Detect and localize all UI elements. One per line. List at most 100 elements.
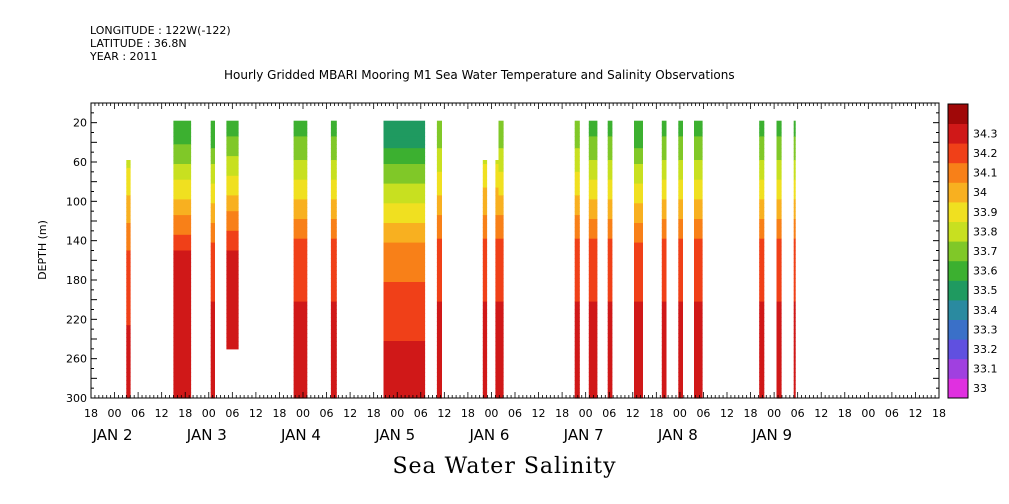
salinity-cell	[793, 175, 796, 181]
salinity-cell	[126, 195, 131, 200]
salinity-cell	[588, 266, 598, 271]
salinity-cell	[759, 250, 765, 255]
salinity-cell	[126, 203, 131, 208]
salinity-cell	[634, 164, 643, 169]
salinity-cell	[678, 372, 683, 377]
salinity-cell	[634, 191, 643, 196]
salinity-cell	[694, 388, 703, 393]
salinity-cell	[293, 297, 308, 303]
salinity-cell	[293, 195, 308, 200]
salinity-cell	[436, 356, 442, 362]
salinity-cell	[759, 329, 765, 334]
salinity-cell	[588, 211, 598, 216]
salinity-cell	[293, 120, 308, 126]
salinity-cell	[776, 293, 782, 299]
colorbar-swatch	[948, 319, 968, 340]
salinity-cell	[436, 333, 442, 338]
salinity-cell	[661, 199, 667, 204]
salinity-cell	[293, 282, 308, 287]
salinity-cell	[436, 179, 442, 185]
salinity-cell	[588, 207, 598, 212]
salinity-cell	[793, 388, 796, 393]
salinity-cell	[678, 242, 683, 248]
salinity-cell	[210, 219, 215, 224]
salinity-cell	[330, 274, 337, 279]
x-tick-label: 00	[767, 407, 781, 420]
salinity-cell	[694, 305, 703, 311]
salinity-cell	[482, 207, 488, 212]
salinity-cell	[661, 148, 667, 153]
salinity-cell	[588, 124, 598, 130]
salinity-cell	[793, 313, 796, 318]
salinity-cell	[661, 388, 667, 393]
salinity-cell	[759, 392, 765, 397]
salinity-cell	[607, 132, 613, 137]
salinity-cell	[498, 164, 504, 169]
salinity-cell	[498, 144, 504, 149]
x-tick-label: 18	[649, 407, 663, 420]
salinity-cell	[661, 132, 667, 137]
salinity-cell	[634, 313, 643, 318]
salinity-cell	[226, 274, 239, 279]
salinity-cell	[173, 274, 192, 279]
salinity-cell	[210, 258, 215, 263]
salinity-cell	[793, 325, 796, 330]
salinity-cell	[495, 238, 499, 244]
salinity-cell	[482, 380, 488, 385]
salinity-cell	[495, 234, 499, 240]
salinity-cell	[293, 258, 308, 263]
salinity-cell	[759, 219, 765, 224]
salinity-cell	[588, 301, 598, 307]
salinity-cell	[210, 388, 215, 393]
salinity-cell	[574, 171, 580, 177]
salinity-cell	[661, 191, 667, 196]
salinity-cell	[498, 372, 504, 377]
salinity-cell	[793, 254, 796, 259]
salinity-cell	[607, 325, 613, 330]
salinity-cell	[330, 372, 337, 377]
salinity-cell	[498, 356, 504, 362]
salinity-cell	[607, 167, 613, 173]
salinity-cell	[293, 179, 308, 185]
salinity-cell	[793, 246, 796, 252]
salinity-cell	[495, 368, 499, 373]
salinity-cell	[495, 337, 499, 342]
salinity-cell	[495, 282, 499, 287]
salinity-cell	[498, 242, 504, 248]
x-axis: 18 00 06 12 18 00 06 12 18 00 06 12 18 00 06 12 18 00 06 12…	[84, 103, 946, 444]
salinity-cell	[759, 160, 765, 165]
salinity-cell	[793, 305, 796, 311]
salinity-cell	[330, 164, 337, 169]
salinity-cell	[210, 254, 215, 259]
header-longitude: LONGITUDE : 122W(-122)	[90, 24, 231, 37]
salinity-cell	[634, 152, 643, 157]
salinity-cell	[759, 396, 765, 399]
salinity-cell	[210, 337, 215, 342]
salinity-cell	[482, 297, 488, 303]
x-tick-label: 00	[673, 407, 687, 420]
salinity-cell	[173, 262, 192, 267]
salinity-cell	[482, 215, 488, 220]
salinity-cell	[498, 325, 504, 330]
salinity-cell	[210, 384, 215, 389]
salinity-cell	[330, 160, 337, 165]
salinity-cell	[210, 128, 215, 134]
salinity-cell	[694, 207, 703, 212]
salinity-cell	[226, 183, 239, 189]
salinity-cell	[661, 156, 667, 161]
salinity-cell	[694, 215, 703, 220]
salinity-cell	[661, 124, 667, 130]
salinity-cell	[776, 270, 782, 275]
salinity-cell	[793, 270, 796, 275]
salinity-cell	[126, 392, 131, 397]
salinity-cell	[173, 144, 192, 149]
salinity-cell	[759, 226, 765, 232]
salinity-cell	[173, 207, 192, 212]
salinity-cell	[498, 396, 504, 399]
salinity-cell	[495, 215, 499, 220]
salinity-cell	[574, 289, 580, 295]
colorbar-swatch	[948, 221, 968, 242]
salinity-cell	[210, 183, 215, 189]
salinity-cell	[776, 380, 782, 385]
data-column	[574, 120, 580, 399]
